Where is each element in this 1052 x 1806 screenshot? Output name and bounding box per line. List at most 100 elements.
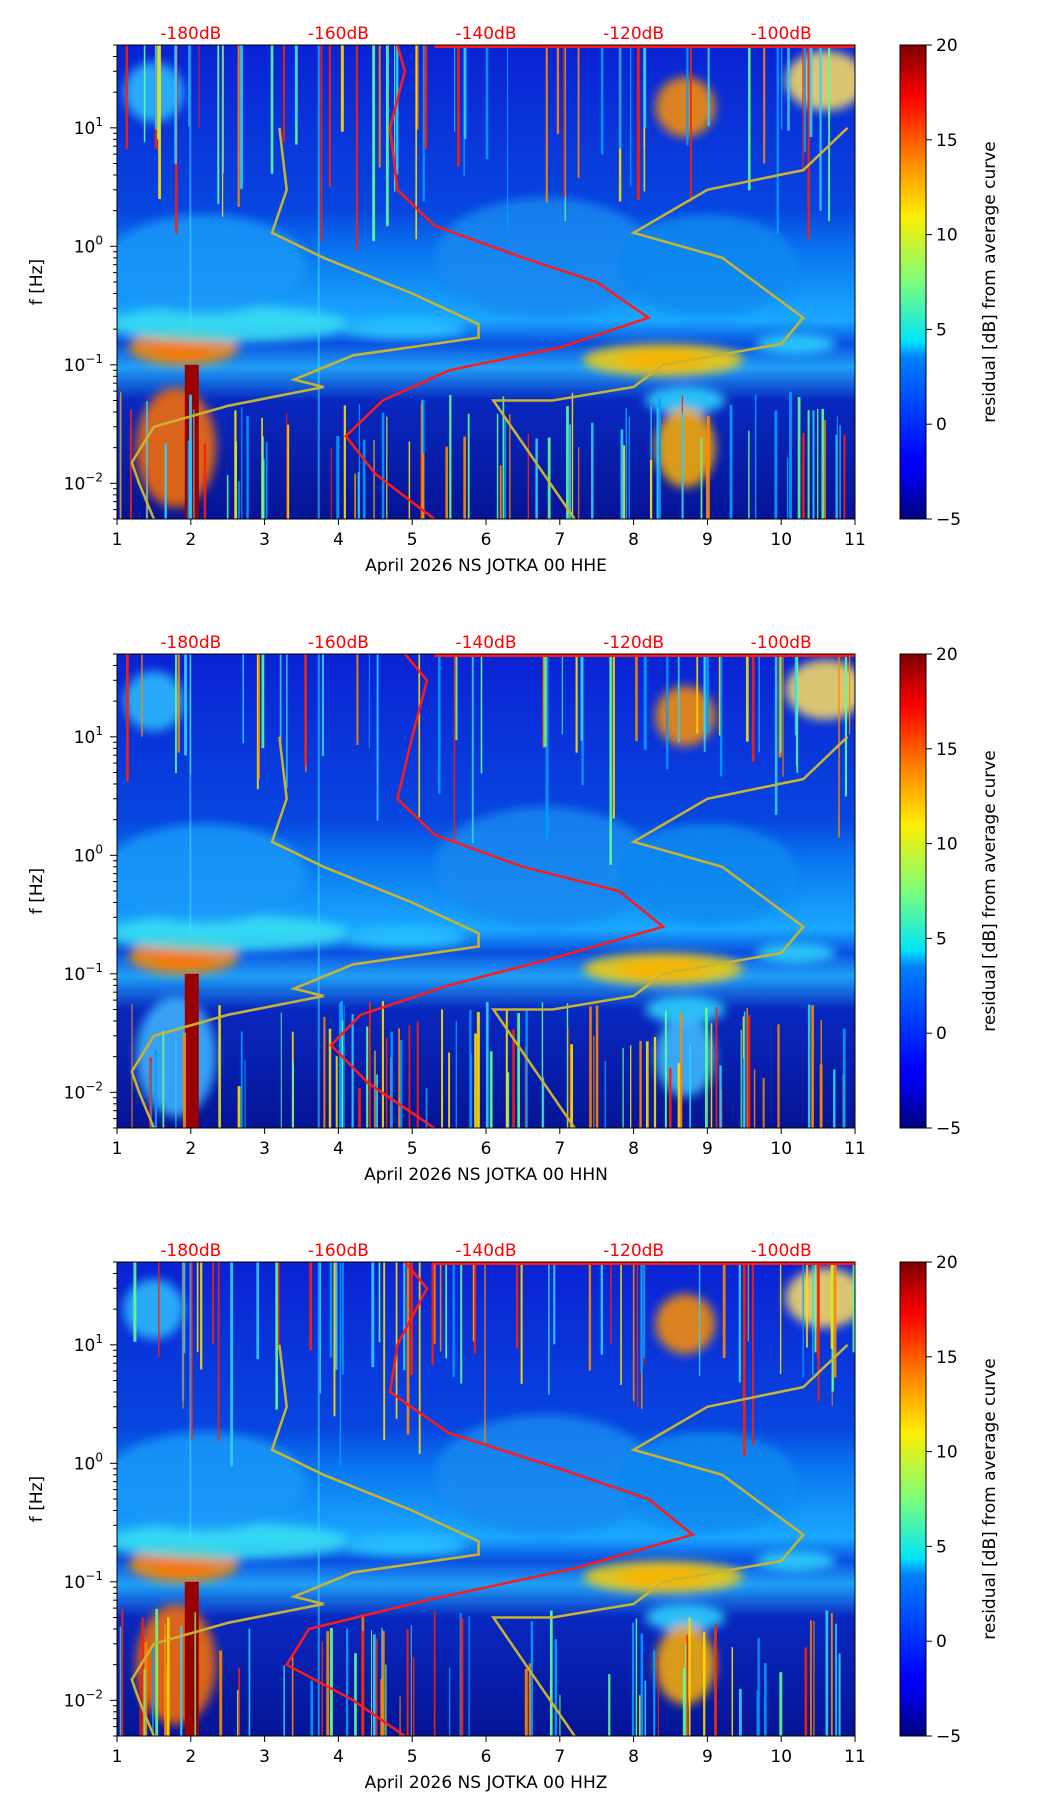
x-tick-label: 1 bbox=[112, 1747, 123, 1767]
colorbar-label: residual [dB] from average curve bbox=[980, 141, 1000, 422]
top-band bbox=[434, 45, 855, 48]
x-tick-label: 9 bbox=[702, 1139, 713, 1159]
x-axis-label: April 2026 NS JOTKA 00 HHE bbox=[365, 556, 607, 576]
db-top-label: -100dB bbox=[751, 633, 812, 653]
x-tick-label: 5 bbox=[407, 1747, 418, 1767]
spectrogram-image bbox=[117, 45, 855, 519]
low-noise-model-curve bbox=[130, 127, 480, 519]
db-top-label: -100dB bbox=[751, 24, 812, 44]
x-tick-label: 2 bbox=[185, 1139, 196, 1159]
x-tick-label: 6 bbox=[481, 530, 492, 550]
x-tick-label: 11 bbox=[844, 530, 866, 550]
db-top-label: -120dB bbox=[603, 1241, 664, 1261]
x-tick-label: 4 bbox=[333, 1139, 344, 1159]
y-tick-label: 10−2 bbox=[64, 470, 103, 494]
day2-streak bbox=[184, 1581, 199, 1736]
x-tick-label: 11 bbox=[844, 1139, 866, 1159]
x-tick-label: 2 bbox=[185, 1747, 196, 1767]
colorbar-tick-label: 20 bbox=[936, 645, 958, 665]
spectrogram-image bbox=[117, 1262, 855, 1736]
x-tick-label: 1 bbox=[112, 530, 123, 550]
x-tick-label: 7 bbox=[554, 530, 565, 550]
average-psd-curve bbox=[344, 45, 652, 519]
db-top-label: -120dB bbox=[603, 633, 664, 653]
persistent-line-2 bbox=[189, 1262, 192, 1547]
colorbar-gradient bbox=[899, 1261, 927, 1737]
colorbar-tick-label: 0 bbox=[936, 1024, 947, 1044]
db-top-label: -180dB bbox=[160, 1241, 221, 1261]
y-tick-label: 10−1 bbox=[64, 1569, 103, 1593]
db-top-label: -140dB bbox=[455, 24, 516, 44]
db-top-label: -120dB bbox=[603, 24, 664, 44]
colorbar-tick-label: 20 bbox=[936, 1253, 958, 1273]
transient-spikes bbox=[125, 654, 855, 1128]
average-psd-curve bbox=[329, 654, 666, 1128]
x-tick-label: 8 bbox=[628, 1747, 639, 1767]
colorbar-tick-label: 10 bbox=[936, 835, 958, 855]
transient-spikes bbox=[119, 45, 846, 519]
x-tick-label: 3 bbox=[259, 1747, 270, 1767]
persistent-line bbox=[317, 1262, 320, 1736]
colorbar-tick-label: 5 bbox=[936, 320, 947, 340]
colorbar-label: residual [dB] from average curve bbox=[980, 1358, 1000, 1639]
x-tick-label: 11 bbox=[844, 1747, 866, 1767]
x-tick-label: 7 bbox=[554, 1139, 565, 1159]
x-axis-label: April 2026 NS JOTKA 00 HHZ bbox=[365, 1773, 608, 1793]
x-tick-label: 6 bbox=[481, 1747, 492, 1767]
colorbar-label: residual [dB] from average curve bbox=[980, 750, 1000, 1031]
x-tick-label: 9 bbox=[702, 1747, 713, 1767]
top-band bbox=[434, 654, 855, 657]
x-tick-label: 8 bbox=[628, 530, 639, 550]
x-tick-label: 3 bbox=[259, 1139, 270, 1159]
x-tick-label: 7 bbox=[554, 1747, 565, 1767]
y-tick-label: 100 bbox=[74, 842, 103, 866]
spectrogram-panel-3: 1 2 3 4 5 6 7 8 9 10 11 April 2026 NS JOTKA 00 HHZ 1… bbox=[27, 1241, 866, 1793]
colorbar-tick-label: 0 bbox=[936, 1632, 947, 1652]
x-tick-label: 10 bbox=[770, 1747, 792, 1767]
transient-spikes bbox=[119, 1262, 855, 1736]
colorbar-tick-label: 20 bbox=[936, 36, 958, 56]
x-tick-label: 4 bbox=[333, 1747, 344, 1767]
x-tick-label: 4 bbox=[333, 530, 344, 550]
x-tick-label: 10 bbox=[770, 530, 792, 550]
spectrogram-panel-2: 1 2 3 4 5 6 7 8 9 10 11 April 2026 NS JOTKA 00 HHN 1… bbox=[27, 633, 866, 1185]
x-tick-label: 5 bbox=[407, 530, 418, 550]
colorbar-3: 20 15 10 5 0 −5 residual [dB] from average cur… bbox=[899, 1253, 1000, 1747]
colorbar-gradient bbox=[899, 44, 927, 520]
colorbar-tick-label: 0 bbox=[936, 415, 947, 435]
colorbar-tick-label: 15 bbox=[936, 740, 958, 760]
db-top-label: -160dB bbox=[308, 633, 369, 653]
y-tick-label: 10−1 bbox=[64, 352, 103, 376]
average-psd-curve bbox=[284, 1262, 696, 1736]
colorbar-tick-label: −5 bbox=[936, 510, 961, 530]
y-tick-label: 10−2 bbox=[64, 1079, 103, 1103]
db-top-label: -100dB bbox=[751, 1241, 812, 1261]
low-noise-model-curve bbox=[130, 736, 480, 1128]
colorbar-1: 20 15 10 5 0 −5 residual [dB] from average cur… bbox=[899, 36, 1000, 530]
y-tick-label: 10−1 bbox=[64, 961, 103, 985]
colorbar-tick-label: 10 bbox=[936, 1443, 958, 1463]
db-top-label: -180dB bbox=[160, 633, 221, 653]
x-tick-label: 1 bbox=[112, 1139, 123, 1159]
y-tick-label: 100 bbox=[74, 233, 103, 257]
db-top-label: -160dB bbox=[308, 1241, 369, 1261]
y-tick-label: 101 bbox=[74, 1332, 103, 1356]
x-tick-label: 9 bbox=[702, 530, 713, 550]
y-tick-label: 10−2 bbox=[64, 1687, 103, 1711]
colorbar-tick-label: 15 bbox=[936, 131, 958, 151]
persistent-line bbox=[317, 654, 320, 1128]
x-tick-label: 2 bbox=[185, 530, 196, 550]
low-noise-model-curve bbox=[130, 1344, 480, 1736]
db-top-label: -140dB bbox=[455, 633, 516, 653]
db-top-label: -140dB bbox=[455, 1241, 516, 1261]
y-axis-label: f [Hz] bbox=[27, 868, 47, 914]
persistent-line-2 bbox=[189, 654, 192, 939]
x-tick-label: 10 bbox=[770, 1139, 792, 1159]
x-tick-label: 6 bbox=[481, 1139, 492, 1159]
y-axis-label: f [Hz] bbox=[27, 1476, 47, 1522]
colorbar-2: 20 15 10 5 0 −5 residual [dB] from average cur… bbox=[899, 645, 1000, 1139]
day2-streak bbox=[184, 973, 199, 1128]
high-noise-model-curve bbox=[491, 126, 849, 519]
colorbar-tick-label: −5 bbox=[936, 1119, 961, 1139]
